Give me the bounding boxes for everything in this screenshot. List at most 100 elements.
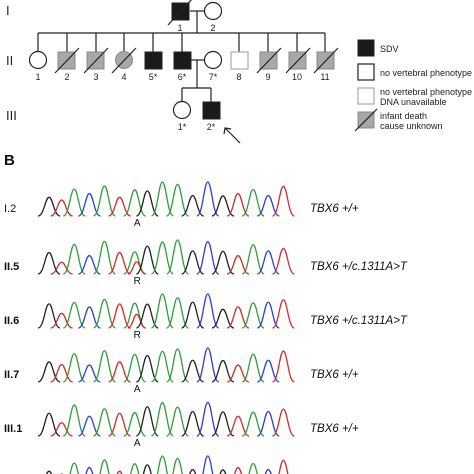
- trace-peak: [241, 353, 265, 383]
- base-call-label: A: [134, 438, 141, 449]
- individual-II-8: [230, 51, 249, 70]
- trace-peak: [151, 181, 174, 217]
- trace-peak: [196, 401, 220, 437]
- individual-II-1: [28, 50, 48, 70]
- trace-peak: [166, 297, 189, 329]
- trace-peak: [272, 408, 295, 437]
- trace-peak: [257, 250, 280, 275]
- trace-peak: [142, 464, 152, 474]
- trace-peak: [62, 301, 86, 329]
- chromatogram-panel: I.2 A TBX6 +/+ II.5 R TBX6 +/c.1311A>T II.6 R TB…: [4, 181, 408, 474]
- chromatogram-trace: [37, 347, 295, 383]
- trace-peak: [37, 412, 61, 437]
- trace-peak: [166, 348, 189, 383]
- legend-swatch-sdv: [357, 39, 375, 57]
- trace-peak: [181, 250, 204, 275]
- trace-peak: [241, 411, 265, 437]
- trace-peak: [241, 188, 265, 217]
- trace-peak: [50, 422, 73, 437]
- trace-peak: [50, 199, 73, 217]
- svg-text:11: 11: [320, 72, 329, 82]
- svg-text:8: 8: [236, 72, 241, 82]
- sample-label: II.7: [4, 369, 19, 381]
- generation-label-3: III: [6, 108, 17, 123]
- trace-peak: [211, 195, 235, 217]
- legend-label-no-phenotype: no vertebral phenotype: [380, 68, 472, 78]
- trace-peak: [151, 241, 174, 275]
- id-label: 1: [177, 23, 182, 33]
- trace-peak: [69, 462, 80, 474]
- individual-III-2: [202, 101, 221, 120]
- trace-peak: [37, 196, 61, 217]
- trace-peak: [123, 353, 147, 383]
- trace-peak: [226, 415, 250, 437]
- trace-peak: [93, 185, 116, 217]
- svg-text:2: 2: [64, 72, 69, 82]
- trace-peak: [93, 240, 116, 275]
- trace-peak: [211, 250, 235, 275]
- trace-peak: [136, 190, 159, 217]
- trace-peak: [108, 412, 131, 437]
- chromatogram-trace: [37, 401, 295, 437]
- trace-peak: [93, 350, 116, 383]
- trace-peak: [257, 194, 280, 217]
- id-label: 1*: [178, 122, 187, 132]
- trace-peak: [278, 459, 289, 474]
- trace-peak: [45, 470, 53, 474]
- trace-peak: [78, 192, 101, 217]
- trace-peak: [93, 298, 116, 329]
- trace-peak: [272, 185, 295, 217]
- gen2-id-labels: 1 2 3 4 5* 6* 7* 8 9 10 11: [35, 72, 329, 82]
- sample-label: I.2: [4, 203, 16, 215]
- trace-peak: [189, 468, 197, 474]
- trace-peak: [123, 411, 146, 437]
- trace-peak: [196, 181, 220, 217]
- trace-peak: [151, 402, 174, 437]
- trace-peak: [78, 364, 101, 383]
- base-call-label: A: [134, 218, 141, 229]
- trace-peak: [211, 308, 235, 329]
- proband-arrow: [223, 127, 241, 144]
- id-label: 2: [210, 23, 215, 33]
- trace-peak: [272, 247, 295, 275]
- trace-peak: [196, 347, 220, 383]
- trace-peak: [78, 306, 101, 329]
- trace-peak: [172, 457, 183, 474]
- legend-label-unavailable-2: DNA unavailable: [380, 97, 447, 107]
- trace-peak-overlay: [127, 261, 146, 275]
- trace-peak: [156, 455, 168, 474]
- legend-swatch-no-phenotype: [357, 63, 375, 81]
- legend-swatch-unavailable: [357, 87, 375, 105]
- trace-peak: [93, 408, 116, 437]
- individual-II-5: [144, 51, 163, 70]
- individual-II-6: [173, 51, 192, 70]
- chromatogram-trace: [45, 455, 289, 474]
- trace-peak: [135, 406, 159, 437]
- genotype-label: TBX6 +/+: [310, 203, 359, 215]
- trace-peak: [256, 410, 280, 437]
- deceased-slash: [167, 0, 192, 26]
- trace-peak: [202, 455, 214, 474]
- trace-peak: [108, 251, 131, 275]
- legend-label-unavailable-1: no vertebral phenotype: [380, 87, 472, 97]
- legend-label-infant-death-2: cause unknown: [380, 121, 443, 131]
- trace-peak: [166, 406, 189, 437]
- trace-peak: [123, 189, 147, 217]
- generation-label-2: II: [6, 53, 13, 68]
- base-call-label: R: [134, 330, 141, 341]
- genotype-label: TBX6 +/c.1311A>T: [310, 315, 408, 327]
- trace-peak: [181, 410, 204, 437]
- pedigree: [37, 10, 326, 102]
- trace-peak: [196, 293, 220, 329]
- trace-peak: [108, 303, 131, 329]
- svg-text:7*: 7*: [209, 72, 218, 82]
- trace-peak: [108, 196, 131, 217]
- trace-peak: [226, 306, 250, 329]
- trace-peak: [151, 293, 174, 329]
- trace-peak: [196, 241, 220, 275]
- individual-II-7: [203, 50, 223, 70]
- individual-III-1: [172, 100, 192, 120]
- trace-peak: [248, 462, 258, 474]
- svg-text:4: 4: [121, 72, 126, 82]
- svg-text:5*: 5*: [149, 72, 158, 82]
